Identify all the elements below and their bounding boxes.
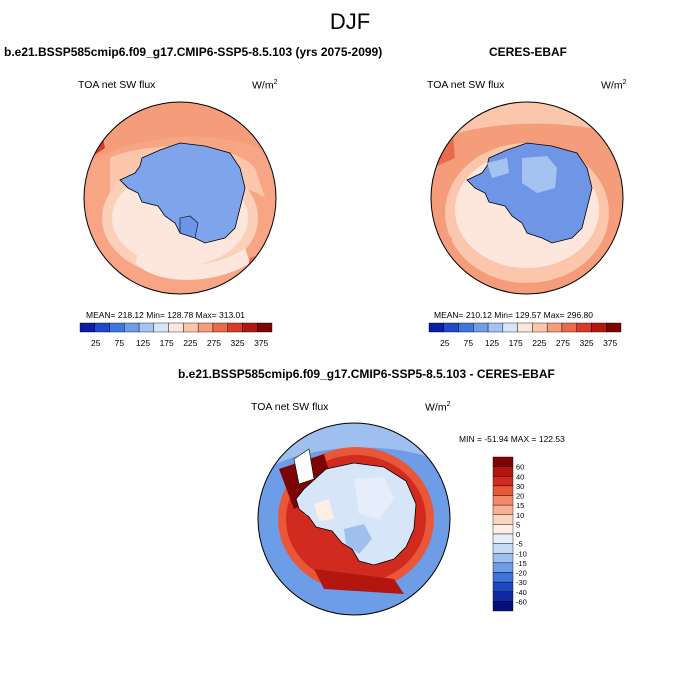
colorbar-swatch (473, 322, 489, 333)
colorbar-tick-label: 40 (516, 472, 524, 481)
colorbar-swatch (492, 581, 514, 592)
colorbar-swatch (492, 495, 514, 506)
colorbar-swatch (517, 322, 533, 333)
panel-2-units: W/m2 (601, 79, 627, 92)
colorbar-swatch (576, 322, 592, 333)
colorbar-swatch (212, 322, 228, 333)
colorbar-tick-label: 275 (207, 338, 221, 348)
colorbar-tick-label: -60 (516, 597, 527, 606)
colorbar-swatch (492, 485, 514, 496)
colorbar-swatch (94, 322, 110, 333)
colorbar-swatch (492, 553, 514, 564)
colorbar-swatch (227, 322, 243, 333)
colorbar-swatch (492, 466, 514, 477)
colorbar-swatch (546, 322, 563, 333)
colorbar-swatch (168, 322, 184, 333)
colorbar-swatch (183, 322, 199, 333)
colorbar-tick-label: 30 (516, 482, 524, 491)
colorbar-tick-label: 225 (183, 338, 197, 348)
panel-1-variable: TOA net SW flux (78, 79, 156, 91)
panel-2-stats: MEAN= 210.12 Min= 129.57 Max= 296.80 (434, 310, 594, 320)
colorbar-tick-label: -5 (516, 540, 523, 549)
colorbar-swatch (532, 322, 548, 333)
panel-1-stats: MEAN= 218.12 Min= 128.78 Max= 313.01 (86, 310, 246, 320)
colorbar-swatch (79, 322, 95, 333)
colorbar-swatch (153, 322, 169, 333)
colorbar-tick-label: 225 (532, 338, 546, 348)
colorbar-tick-label: 175 (160, 338, 174, 348)
colorbar-swatch (492, 524, 514, 535)
colorbar-swatch (591, 322, 607, 333)
colorbar-swatch (257, 322, 273, 333)
panel-2-map (430, 101, 624, 295)
colorbar-tick-label: 325 (230, 338, 244, 348)
colorbar-swatch (492, 591, 514, 602)
panel-1-map (83, 101, 277, 295)
colorbar-swatch (561, 322, 577, 333)
colorbar-swatch (138, 322, 155, 333)
colorbar-swatch (197, 322, 214, 333)
colorbar-tick-label: 5 (516, 520, 520, 529)
colorbar-swatch (428, 322, 444, 333)
panel-1-title: b.e21.BSSP585cmip6.f09_g17.CMIP6-SSP5-8.… (4, 45, 383, 59)
colorbar-swatch (502, 322, 518, 333)
colorbar-tick-label: 125 (136, 338, 150, 348)
colorbar-swatch (492, 533, 514, 544)
panel-1-colorbar: 25 75 125 175 225 275 325 375 (79, 322, 273, 348)
panel-1-units: W/m2 (252, 79, 278, 92)
colorbar-tick-label: 325 (579, 338, 593, 348)
colorbar-tick-label: -20 (516, 569, 527, 578)
figure-title: DJF (329, 9, 371, 34)
colorbar-swatch (492, 476, 514, 487)
colorbar-swatch (492, 514, 514, 525)
colorbar-tick-label: 25 (91, 338, 101, 348)
colorbar-tick-label: -10 (516, 549, 527, 558)
colorbar-swatch (492, 543, 514, 554)
colorbar-swatch (458, 322, 474, 333)
colorbar-tick-label: 15 (516, 501, 524, 510)
colorbar-swatch (606, 322, 622, 333)
colorbar-swatch (109, 322, 125, 333)
colorbar-tick-label: 275 (556, 338, 570, 348)
colorbar-tick-label: -40 (516, 588, 527, 597)
colorbar-swatch (492, 504, 514, 515)
colorbar-swatch (492, 601, 514, 612)
panel-3-title: b.e21.BSSP585cmip6.f09_g17.CMIP6-SSP5-8.… (178, 367, 555, 381)
colorbar-tick-label: 20 (516, 492, 524, 501)
panel-2-colorbar: 25 75 125 175 225 275 325 375 (428, 322, 622, 348)
panel-3-stats: MIN = -51.94 MAX = 122.53 (459, 434, 565, 444)
colorbar-tick-label: 375 (254, 338, 268, 348)
colorbar-tick-label: 60 (516, 463, 524, 472)
colorbar-swatch (443, 322, 459, 333)
colorbar-swatch (242, 322, 258, 333)
colorbar-tick-label: 375 (603, 338, 617, 348)
colorbar-tick-label: 25 (440, 338, 450, 348)
colorbar-swatch (492, 572, 514, 583)
colorbar-tick-label: 175 (509, 338, 523, 348)
panel-3-variable: TOA net SW flux (251, 401, 329, 413)
colorbar-tick-label: 75 (115, 338, 125, 348)
colorbar-tick-label: 75 (464, 338, 474, 348)
panel-2-variable: TOA net SW flux (427, 79, 505, 91)
panel-3-map (257, 422, 451, 616)
colorbar-swatch (492, 562, 514, 573)
panel-3-units: W/m2 (425, 401, 451, 414)
panel-2-title: CERES-EBAF (489, 45, 568, 59)
colorbar-tick-label: 0 (516, 530, 520, 539)
colorbar-swatch (487, 322, 504, 333)
colorbar-tick-label: 10 (516, 511, 524, 520)
colorbar-swatch (124, 322, 140, 333)
colorbar-tick-label: 125 (485, 338, 499, 348)
colorbar-tick-label: -15 (516, 559, 527, 568)
colorbar-tick-label: -30 (516, 578, 527, 587)
colorbar-swatch (492, 456, 514, 467)
